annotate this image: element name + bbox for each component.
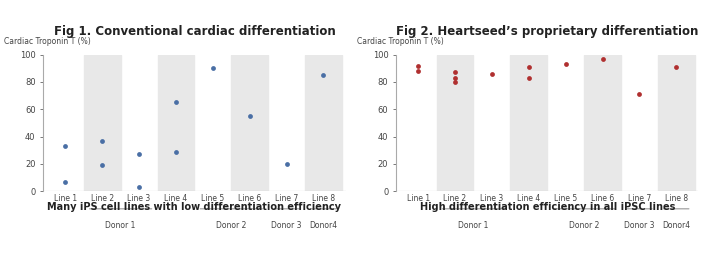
Point	[560, 62, 572, 66]
Point	[597, 57, 608, 61]
Point	[413, 69, 424, 73]
Point	[449, 70, 461, 75]
Point	[523, 65, 534, 69]
Point	[449, 80, 461, 84]
Point	[133, 152, 145, 156]
Point	[60, 144, 71, 148]
Point	[207, 66, 219, 70]
Bar	[231, 55, 268, 191]
Bar	[158, 55, 194, 191]
Point	[449, 76, 461, 80]
Point	[281, 162, 292, 166]
Point	[318, 73, 329, 77]
Point	[634, 92, 645, 96]
Text: Donor 2: Donor 2	[216, 221, 246, 230]
Bar	[436, 55, 474, 191]
Title: Fig 1. Conventional cardiac differentiation: Fig 1. Conventional cardiac differentiat…	[53, 25, 336, 38]
Text: Cardiac Troponin T (%): Cardiac Troponin T (%)	[4, 37, 91, 46]
Text: Donor 2: Donor 2	[569, 221, 599, 230]
Text: Donor 3: Donor 3	[271, 221, 302, 230]
Point	[413, 63, 424, 68]
Point	[170, 149, 181, 154]
Point	[170, 100, 181, 105]
Bar	[658, 55, 695, 191]
Text: Donor4: Donor4	[310, 221, 338, 230]
Text: Donor 3: Donor 3	[624, 221, 654, 230]
Text: High differentiation efficiency in all iPSC lines: High differentiation efficiency in all i…	[420, 202, 675, 212]
Point	[244, 114, 256, 118]
Point	[133, 185, 145, 189]
Text: Donor4: Donor4	[662, 221, 690, 230]
Title: Fig 2. Heartseed’s proprietary differentiation: Fig 2. Heartseed’s proprietary different…	[396, 25, 698, 38]
Point	[486, 72, 498, 76]
Bar	[584, 55, 621, 191]
Point	[96, 138, 108, 143]
Text: Cardiac Troponin T (%): Cardiac Troponin T (%)	[356, 37, 444, 46]
Point	[60, 179, 71, 184]
Point	[96, 163, 108, 167]
Bar	[305, 55, 342, 191]
Point	[670, 65, 682, 69]
Point	[523, 76, 534, 80]
Text: Many iPS cell lines with low differentiation efficiency: Many iPS cell lines with low differentia…	[48, 202, 341, 212]
Bar	[510, 55, 547, 191]
Text: Donor 1: Donor 1	[105, 221, 136, 230]
Bar	[84, 55, 121, 191]
Text: Donor 1: Donor 1	[458, 221, 489, 230]
